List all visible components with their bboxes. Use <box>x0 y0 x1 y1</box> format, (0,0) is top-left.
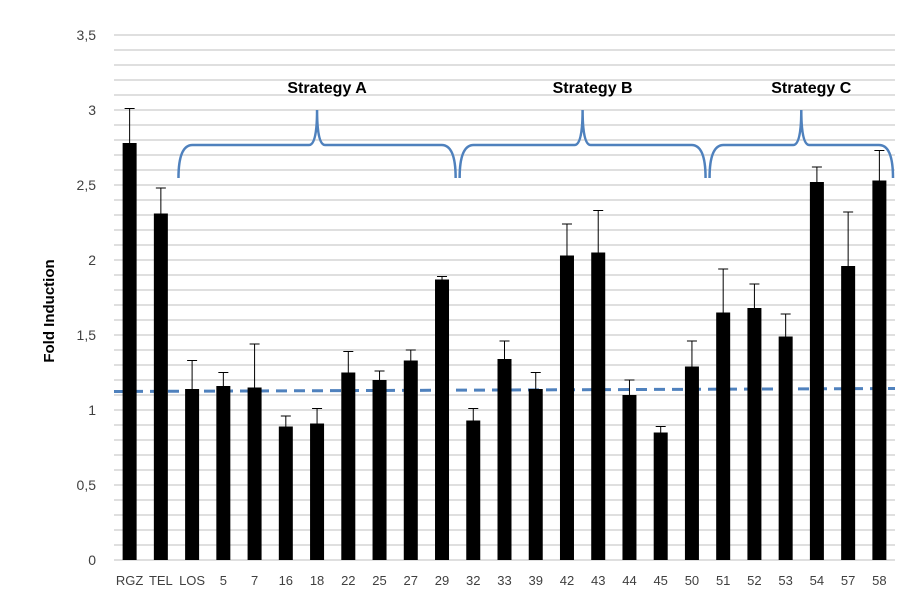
x-tick-label: TEL <box>149 573 173 588</box>
group-label: Strategy C <box>771 80 851 97</box>
bar-18 <box>310 423 325 560</box>
x-tick-label: 45 <box>653 573 667 588</box>
x-tick-label: RGZ <box>116 573 144 588</box>
x-tick-label: 5 <box>220 573 227 588</box>
x-tick-label: 42 <box>560 573 574 588</box>
y-tick-label: 3 <box>88 102 96 118</box>
bracket <box>708 109 895 179</box>
bar-42 <box>559 255 574 560</box>
bar-51 <box>716 312 731 560</box>
bar-39 <box>528 389 543 560</box>
bar-RGZ <box>122 143 137 560</box>
bar-TEL <box>153 213 168 560</box>
bar-33 <box>497 359 512 560</box>
group-brackets: Strategy A Strategy B Strategy C <box>177 80 895 179</box>
bar-45 <box>653 432 668 560</box>
x-tick-label: 18 <box>310 573 324 588</box>
x-axis-ticks: RGZ TEL LOS 5 7 16 18 22 25 27 29 32 33 39 42 43 44 45 50 5… <box>116 573 887 588</box>
group-label: Strategy B <box>553 80 633 97</box>
x-tick-label: 29 <box>435 573 449 588</box>
x-tick-label: 54 <box>810 573 824 588</box>
y-tick-label: 1,5 <box>77 327 97 343</box>
bar-29 <box>435 279 450 560</box>
reference-line <box>113 387 896 393</box>
y-tick-label: 0,5 <box>77 477 97 493</box>
bar-44 <box>622 395 637 560</box>
x-tick-label: 7 <box>251 573 258 588</box>
x-tick-label: 44 <box>622 573 636 588</box>
bar-LOS <box>185 389 200 560</box>
error-bars-group <box>124 108 885 439</box>
bar-53 <box>778 336 793 560</box>
bar-58 <box>872 180 887 560</box>
y-tick-label: 2,5 <box>77 177 97 193</box>
y-axis-ticks: 0 0,5 1 1,5 2 2,5 3 3,5 <box>77 27 97 568</box>
x-tick-label: 43 <box>591 573 605 588</box>
bar-16 <box>278 426 293 560</box>
bar-54 <box>809 182 824 560</box>
x-tick-label: 22 <box>341 573 355 588</box>
x-tick-label: 33 <box>497 573 511 588</box>
bar-57 <box>841 266 856 560</box>
y-tick-label: 3,5 <box>77 27 97 43</box>
x-tick-label: 58 <box>872 573 886 588</box>
x-tick-label: 16 <box>279 573 293 588</box>
x-tick-label: 32 <box>466 573 480 588</box>
bar-5 <box>216 386 231 560</box>
bar-32 <box>466 420 481 560</box>
bar-50 <box>684 366 699 560</box>
y-tick-label: 2 <box>88 252 96 268</box>
y-tick-label: 0 <box>88 552 96 568</box>
y-tick-label: 1 <box>88 402 96 418</box>
bars-group <box>122 143 887 560</box>
bar-43 <box>591 252 606 560</box>
x-tick-label: 53 <box>778 573 792 588</box>
reference-line-group <box>113 387 896 393</box>
x-tick-label: 52 <box>747 573 761 588</box>
bar-22 <box>341 372 356 560</box>
x-tick-label: LOS <box>179 573 205 588</box>
x-tick-label: 50 <box>685 573 699 588</box>
x-tick-label: 57 <box>841 573 855 588</box>
x-tick-label: 39 <box>529 573 543 588</box>
bar-52 <box>747 308 762 560</box>
bracket <box>177 109 457 179</box>
x-tick-label: 51 <box>716 573 730 588</box>
y-axis-label: Fold Induction <box>41 259 58 362</box>
bar-27 <box>403 360 418 560</box>
x-tick-label: 25 <box>372 573 386 588</box>
bar-25 <box>372 380 387 560</box>
group-label: Strategy A <box>287 80 367 97</box>
x-tick-label: 27 <box>404 573 418 588</box>
bracket <box>458 109 707 179</box>
